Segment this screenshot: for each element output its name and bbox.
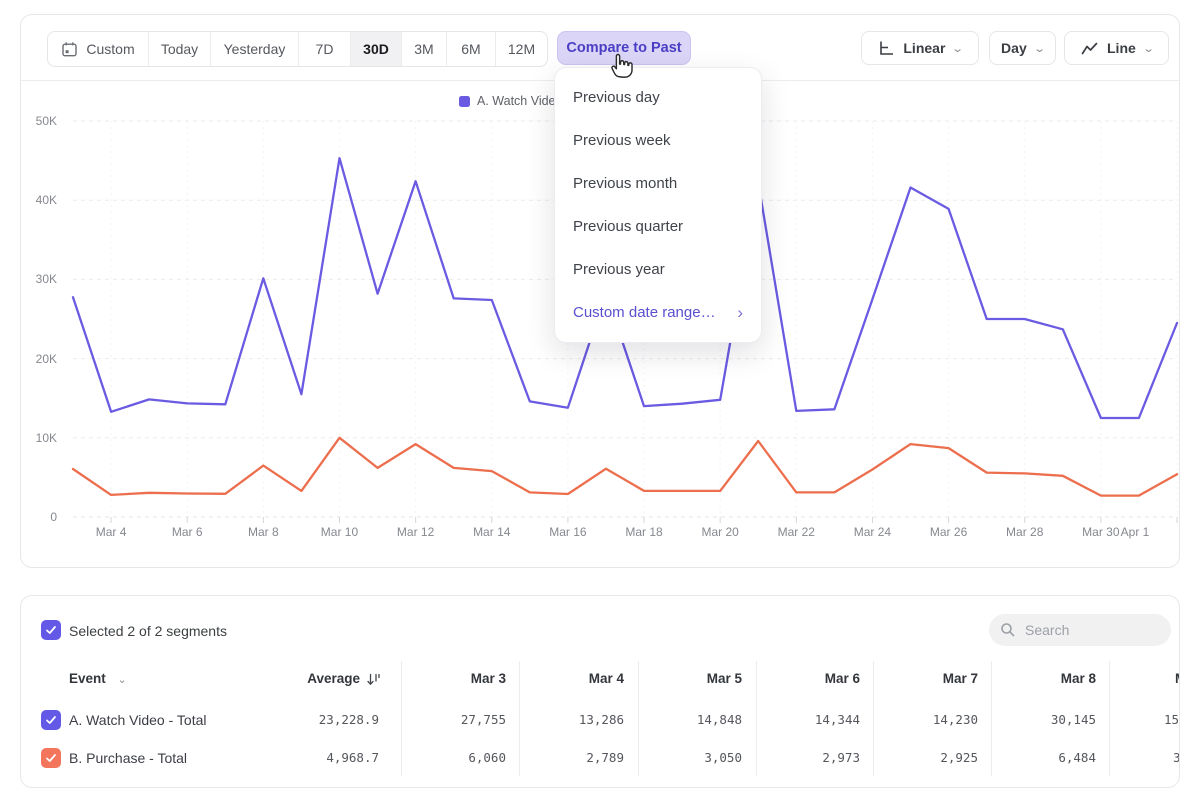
- row-a-label[interactable]: A. Watch Video - Total: [69, 711, 206, 729]
- menu-item-previous-year[interactable]: Previous year: [555, 248, 761, 291]
- row-a-clipped: 15,: [1164, 711, 1180, 729]
- row-a-mar4: 13,286: [514, 711, 624, 729]
- date-range-control: Custom Today Yesterday 7D 30D 3M 6M 12M: [47, 31, 548, 67]
- x-axis-label: Apr 1: [1101, 525, 1169, 539]
- row-a-average: 23,228.9: [271, 711, 379, 729]
- y-axis-label: 0: [21, 509, 57, 525]
- menu-item-previous-day[interactable]: Previous day: [555, 76, 761, 119]
- x-axis-label: Mar 8: [229, 525, 297, 539]
- x-axis-label: Mar 22: [762, 525, 830, 539]
- x-axis-label: Mar 12: [382, 525, 450, 539]
- row-a-mar6: 14,344: [750, 711, 860, 729]
- selected-segments-label: Selected 2 of 2 segments: [69, 622, 227, 640]
- x-axis-label: Mar 18: [610, 525, 678, 539]
- x-axis-label: Mar 6: [153, 525, 221, 539]
- column-header-clipped: M: [1175, 670, 1180, 688]
- x-axis-label: Mar 28: [991, 525, 1059, 539]
- check-icon: [45, 752, 57, 764]
- row-b-clipped: 3,: [1173, 749, 1180, 767]
- column-header-event[interactable]: Event ⌄: [69, 670, 127, 689]
- y-axis-label: 50K: [21, 113, 57, 129]
- menu-item-custom-date-range[interactable]: Custom date range… ›: [555, 291, 761, 334]
- menu-item-previous-month[interactable]: Previous month: [555, 162, 761, 205]
- row-a-mar3: 27,755: [396, 711, 506, 729]
- mouse-cursor-hand-icon: [607, 51, 637, 86]
- range-3m[interactable]: 3M: [402, 32, 447, 66]
- x-axis-label: Mar 14: [458, 525, 526, 539]
- analytics-page: Custom Today Yesterday 7D 30D 3M 6M 12M …: [0, 0, 1200, 802]
- chevron-down-icon: ⌄: [1033, 42, 1046, 55]
- column-header-mar3: Mar 3: [396, 670, 506, 688]
- range-yesterday[interactable]: Yesterday: [211, 32, 299, 66]
- line-chart-icon: [1080, 40, 1099, 57]
- chevron-right-icon: ›: [737, 304, 743, 321]
- chevron-down-icon: ⌄: [1142, 42, 1155, 55]
- range-6m[interactable]: 6M: [447, 32, 496, 66]
- interval-dropdown-button[interactable]: Day ⌄: [989, 31, 1056, 65]
- x-axis-label: Mar 10: [305, 525, 373, 539]
- check-icon: [45, 714, 57, 726]
- range-12m[interactable]: 12M: [496, 32, 547, 66]
- row-a-checkbox[interactable]: [41, 710, 61, 730]
- row-b-checkbox[interactable]: [41, 748, 61, 768]
- y-axis-label: 20K: [21, 351, 57, 367]
- chevron-down-icon: ⌄: [118, 674, 127, 686]
- column-divider: [1109, 661, 1110, 776]
- range-custom-label: Custom: [86, 41, 134, 57]
- range-30d[interactable]: 30D: [351, 32, 402, 66]
- menu-item-previous-week[interactable]: Previous week: [555, 119, 761, 162]
- row-a-mar8: 30,145: [986, 711, 1096, 729]
- range-7d[interactable]: 7D: [299, 32, 351, 66]
- compare-menu: Previous day Previous week Previous mont…: [554, 67, 762, 343]
- row-b-label[interactable]: B. Purchase - Total: [69, 749, 187, 767]
- scale-label: Linear: [903, 40, 945, 56]
- row-b-mar7: 2,925: [868, 749, 978, 767]
- column-header-mar6: Mar 6: [750, 670, 860, 688]
- row-b-mar5: 3,050: [632, 749, 742, 767]
- column-header-mar7: Mar 7: [868, 670, 978, 688]
- row-a-mar7: 14,230: [868, 711, 978, 729]
- search-input[interactable]: [989, 614, 1171, 646]
- segments-table-card: Selected 2 of 2 segments Event ⌄ Average: [20, 595, 1180, 788]
- column-header-mar8: Mar 8: [986, 670, 1096, 688]
- range-today[interactable]: Today: [149, 32, 211, 66]
- x-axis-label: Mar 16: [534, 525, 602, 539]
- row-b-mar4: 2,789: [514, 749, 624, 767]
- chart-type-dropdown-button[interactable]: Line ⌄: [1064, 31, 1169, 65]
- row-a-mar5: 14,848: [632, 711, 742, 729]
- x-axis-label: Mar 4: [77, 525, 145, 539]
- interval-label: Day: [1001, 40, 1027, 56]
- row-b-mar6: 2,973: [750, 749, 860, 767]
- column-header-average[interactable]: Average: [271, 670, 381, 688]
- row-b-mar3: 6,060: [396, 749, 506, 767]
- x-axis-label: Mar 24: [838, 525, 906, 539]
- sort-descending-icon[interactable]: [366, 672, 381, 687]
- column-header-mar5: Mar 5: [632, 670, 742, 688]
- menu-item-previous-quarter[interactable]: Previous quarter: [555, 205, 761, 248]
- range-custom[interactable]: Custom: [48, 32, 149, 66]
- calendar-icon: [61, 41, 78, 58]
- chevron-down-icon: ⌄: [952, 42, 965, 55]
- y-axis-label: 40K: [21, 192, 57, 208]
- legend-swatch-a: [459, 96, 470, 107]
- y-axis-label: 30K: [21, 271, 57, 287]
- chart-card: Custom Today Yesterday 7D 30D 3M 6M 12M …: [20, 14, 1180, 568]
- row-b-average: 4,968.7: [271, 749, 379, 767]
- select-all-checkbox[interactable]: [41, 620, 61, 640]
- check-icon: [45, 624, 57, 636]
- x-axis-label: Mar 26: [915, 525, 983, 539]
- column-header-mar4: Mar 4: [514, 670, 624, 688]
- row-b-mar8: 6,484: [986, 749, 1096, 767]
- chart-type-label: Line: [1107, 40, 1136, 56]
- scale-dropdown-button[interactable]: Linear ⌄: [861, 31, 979, 65]
- linear-axis-icon: [877, 39, 895, 57]
- y-axis-label: 10K: [21, 430, 57, 446]
- x-axis-label: Mar 20: [686, 525, 754, 539]
- search-icon: [1000, 622, 1016, 643]
